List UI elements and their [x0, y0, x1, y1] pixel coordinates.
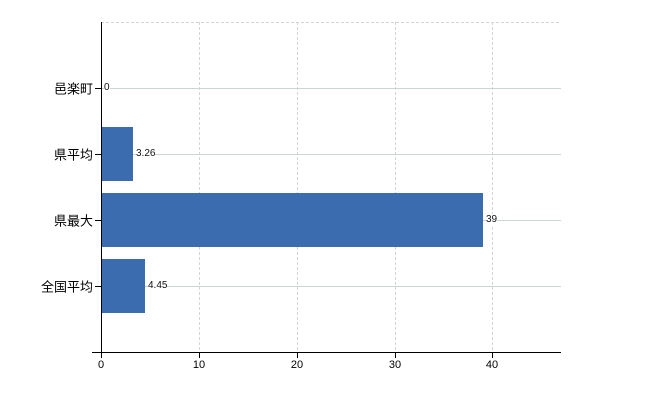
y-axis-line — [101, 22, 102, 352]
x-tick-20 — [297, 353, 298, 358]
y-tick-1 — [95, 154, 101, 155]
x-tick-label-40: 40 — [485, 359, 499, 371]
x-axis-line — [92, 352, 561, 353]
value-label-1: 3.26 — [136, 148, 156, 160]
category-label-0: 邑楽町 — [53, 81, 93, 97]
vertical-gridline-10 — [199, 22, 200, 352]
category-label-1: 県平均 — [53, 147, 93, 163]
horizontal-gridline-row-0 — [101, 88, 561, 89]
x-tick-label-30: 30 — [388, 359, 402, 371]
vertical-gridline-30 — [395, 22, 396, 352]
horizontal-gridline-row-1 — [101, 154, 561, 155]
x-tick-label-20: 20 — [290, 359, 304, 371]
x-tick-30 — [395, 353, 396, 358]
x-tick-label-0: 0 — [97, 359, 105, 371]
bar-2 — [101, 193, 483, 247]
value-label-2: 39 — [486, 214, 498, 226]
vertical-gridline-40 — [492, 22, 493, 352]
y-tick-2 — [95, 220, 101, 221]
plot-top-border — [101, 22, 561, 23]
value-label-0: 0 — [104, 82, 110, 94]
bar-1 — [101, 127, 133, 181]
x-tick-0 — [101, 353, 102, 358]
category-label-2: 県最大 — [53, 213, 93, 229]
x-tick-10 — [199, 353, 200, 358]
y-tick-3 — [95, 286, 101, 287]
category-label-3: 全国平均 — [40, 279, 93, 295]
bar-3 — [101, 259, 145, 313]
x-tick-label-10: 10 — [192, 359, 206, 371]
y-tick-0 — [95, 88, 101, 89]
horizontal-gridline-row-3 — [101, 286, 561, 287]
x-tick-40 — [492, 353, 493, 358]
vertical-gridline-20 — [297, 22, 298, 352]
value-label-3: 4.45 — [148, 280, 168, 292]
